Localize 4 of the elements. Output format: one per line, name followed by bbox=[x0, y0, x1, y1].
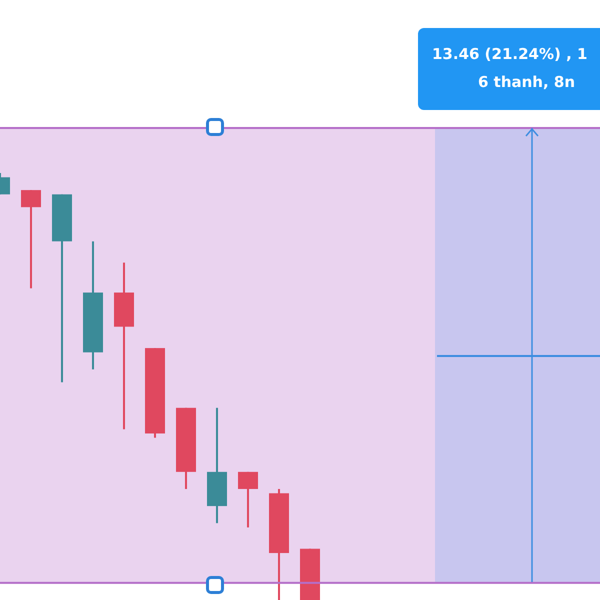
text: 13.46 (21.24%) , 1 bbox=[432, 44, 588, 65]
text: 6 thanh, 8n bbox=[477, 72, 576, 93]
candlestick bbox=[21, 189, 41, 290]
candlestick bbox=[238, 470, 258, 528]
